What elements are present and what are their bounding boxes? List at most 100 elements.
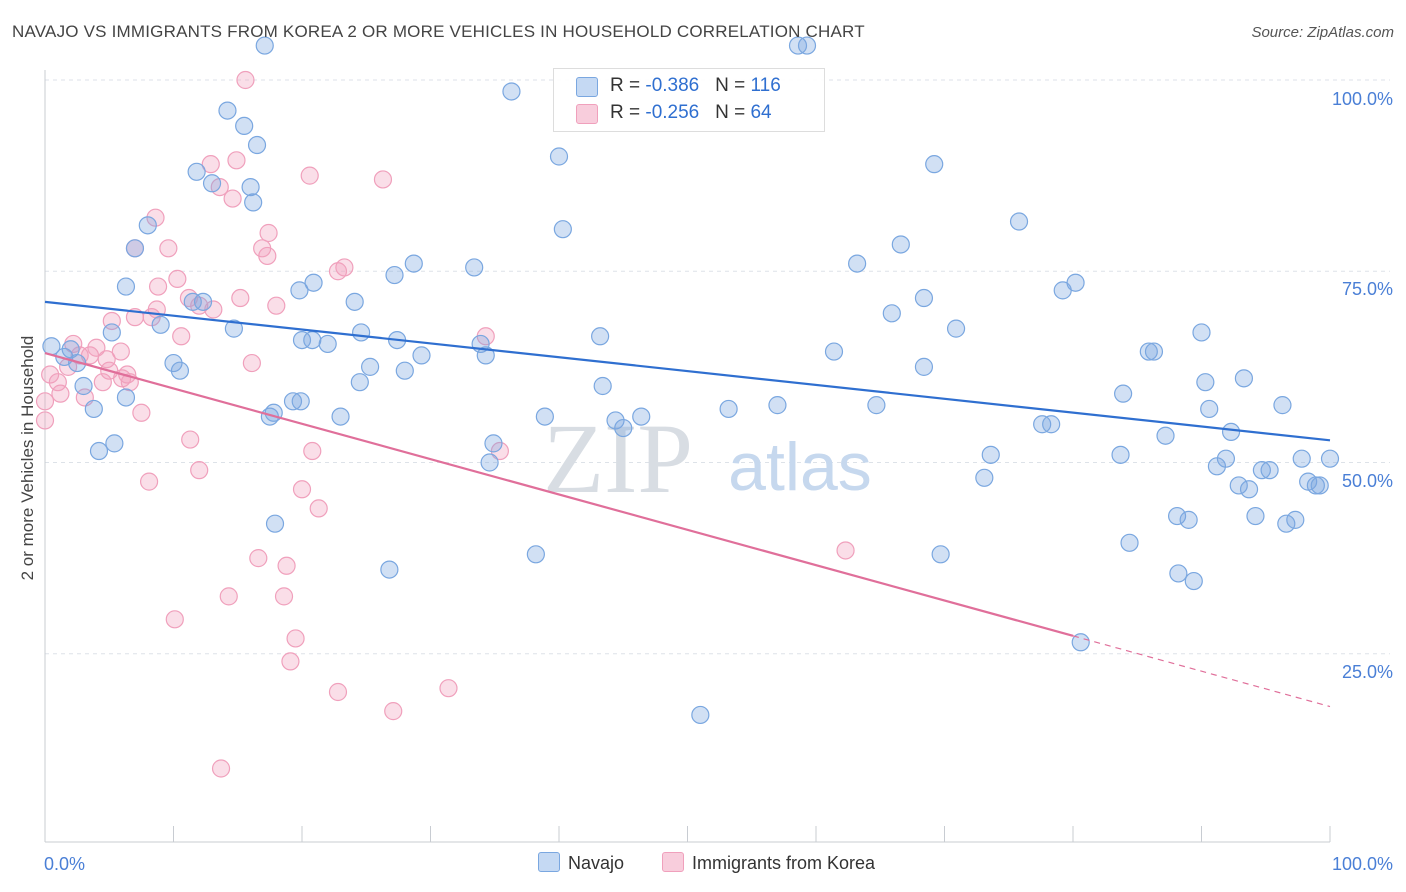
data-point-korea bbox=[236, 70, 255, 90]
data-point-navajo bbox=[1286, 510, 1305, 529]
data-point-navajo bbox=[193, 292, 213, 311]
data-point-navajo bbox=[385, 265, 404, 285]
data-point-navajo bbox=[303, 331, 322, 350]
data-point-navajo bbox=[395, 361, 414, 380]
series-korea-points bbox=[35, 70, 855, 778]
data-point-korea bbox=[292, 480, 312, 499]
data-point-korea bbox=[148, 277, 168, 296]
data-point-navajo bbox=[361, 357, 380, 376]
data-point-navajo bbox=[1320, 449, 1340, 468]
data-point-korea bbox=[267, 296, 286, 315]
data-point-navajo bbox=[1229, 476, 1248, 495]
data-point-korea bbox=[93, 373, 112, 392]
trend-line-korea-extension bbox=[1072, 635, 1331, 708]
data-point-navajo bbox=[691, 705, 710, 725]
data-point-navajo bbox=[1167, 506, 1187, 526]
data-point-korea bbox=[165, 610, 184, 629]
data-point-navajo bbox=[719, 399, 738, 419]
data-point-navajo bbox=[1252, 461, 1271, 480]
data-point-navajo bbox=[593, 376, 612, 396]
data-point-korea bbox=[259, 223, 278, 243]
y-tick-label: 25.0% bbox=[1342, 662, 1393, 682]
data-point-korea bbox=[48, 373, 67, 392]
data-point-korea bbox=[97, 350, 116, 369]
watermark-atlas: atlas bbox=[728, 429, 872, 505]
data-point-navajo bbox=[848, 254, 867, 273]
data-point-navajo bbox=[891, 235, 910, 254]
legend-n-value-navajo: 116 bbox=[750, 75, 781, 96]
data-point-navajo bbox=[292, 331, 312, 350]
data-point-korea bbox=[190, 461, 209, 480]
data-point-navajo bbox=[1114, 384, 1133, 403]
data-point-korea bbox=[159, 239, 178, 258]
data-point-korea bbox=[111, 342, 130, 361]
bottom-legend-label-navajo: Navajo bbox=[568, 853, 625, 873]
data-point-navajo bbox=[1221, 422, 1241, 441]
data-point-korea bbox=[132, 403, 151, 422]
data-point-navajo bbox=[1139, 342, 1158, 361]
data-point-navajo bbox=[352, 323, 371, 342]
data-point-navajo bbox=[74, 376, 93, 396]
data-point-navajo bbox=[350, 373, 369, 392]
data-point-navajo bbox=[404, 254, 423, 273]
data-point-navajo bbox=[125, 239, 145, 258]
data-point-korea bbox=[303, 441, 322, 461]
data-point-navajo bbox=[1234, 369, 1254, 388]
data-point-navajo bbox=[290, 281, 309, 300]
data-point-navajo bbox=[1196, 373, 1215, 392]
data-point-korea bbox=[249, 549, 268, 568]
data-point-navajo bbox=[931, 545, 950, 564]
data-point-navajo bbox=[170, 361, 190, 380]
trend-line-navajo bbox=[44, 300, 1331, 442]
trend-line-korea bbox=[44, 352, 1074, 637]
data-point-navajo bbox=[241, 178, 260, 197]
data-point-navajo bbox=[116, 388, 136, 407]
data-point-navajo bbox=[1200, 399, 1219, 419]
data-point-navajo bbox=[975, 468, 994, 487]
data-point-korea bbox=[35, 411, 55, 430]
legend-r-label: R = bbox=[610, 102, 646, 123]
tick-labels: 100.0% 75.0% 50.0% 25.0% 0.0% 100.0% bbox=[44, 89, 1393, 874]
data-point-navajo bbox=[102, 323, 121, 342]
data-point-navajo bbox=[187, 162, 206, 181]
data-point-navajo bbox=[1071, 633, 1090, 652]
data-point-navajo bbox=[1066, 273, 1085, 292]
data-point-navajo bbox=[1239, 480, 1259, 499]
data-point-navajo bbox=[255, 36, 274, 55]
data-point-navajo bbox=[824, 342, 844, 361]
legend-n-label: N = bbox=[715, 75, 751, 96]
data-point-korea bbox=[201, 155, 220, 174]
data-point-navajo bbox=[1246, 506, 1265, 526]
data-point-navajo bbox=[1120, 533, 1139, 552]
chart-source: Source: ZipAtlas.com bbox=[1251, 24, 1394, 41]
data-point-korea bbox=[139, 472, 159, 491]
data-point-navajo bbox=[138, 216, 157, 235]
data-point-navajo bbox=[914, 288, 934, 308]
x-tick-label: 100.0% bbox=[1332, 854, 1393, 874]
data-point-korea bbox=[211, 759, 231, 778]
legend-swatch-navajo bbox=[576, 77, 598, 97]
data-point-navajo bbox=[105, 434, 124, 453]
data-point-navajo bbox=[925, 155, 944, 174]
data-point-navajo bbox=[465, 258, 484, 277]
data-point-navajo bbox=[224, 319, 243, 338]
legend-r-value-navajo: -0.386 bbox=[645, 75, 700, 96]
data-point-korea bbox=[223, 189, 242, 208]
data-point-navajo bbox=[1273, 396, 1292, 415]
data-point-navajo bbox=[247, 135, 267, 155]
data-point-navajo bbox=[981, 445, 1000, 464]
trend-lines bbox=[44, 300, 1331, 708]
stats-legend: R = -0.386 N = 116 R = -0.256 N = 64 bbox=[553, 68, 825, 132]
bottom-legend-navajo: Navajo bbox=[538, 852, 624, 874]
legend-swatch-korea bbox=[576, 104, 598, 124]
data-point-korea bbox=[227, 151, 246, 170]
data-point-navajo bbox=[1184, 571, 1203, 591]
data-point-navajo bbox=[1310, 476, 1329, 495]
data-point-navajo bbox=[797, 36, 817, 55]
watermark: ZIP atlas bbox=[543, 403, 872, 514]
legend-r-label: R = bbox=[610, 75, 646, 96]
data-point-korea bbox=[181, 430, 200, 449]
data-point-korea bbox=[277, 556, 296, 575]
data-point-navajo bbox=[283, 392, 303, 411]
data-point-navajo bbox=[1260, 461, 1279, 480]
